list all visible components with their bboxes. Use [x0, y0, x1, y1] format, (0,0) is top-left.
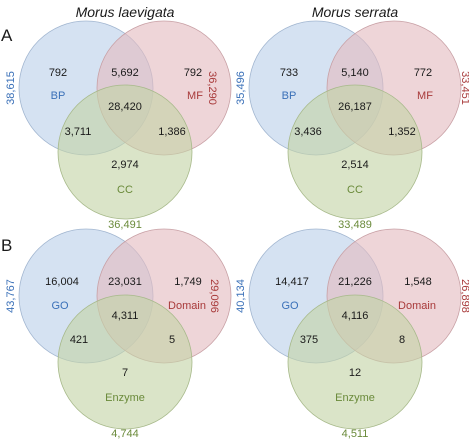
panel-label-b: B — [1, 236, 12, 255]
total-bp: 35,496 — [235, 71, 247, 105]
set-label-cc: CC — [347, 184, 363, 196]
region-domain-only: 1,749 — [174, 276, 202, 288]
set-label-bp: BP — [282, 90, 297, 102]
total-cc: 33,489 — [338, 219, 372, 231]
total-domain: 29,096 — [208, 279, 220, 313]
region-all: 4,311 — [112, 310, 139, 322]
region-bp-only: 792 — [49, 67, 67, 79]
region-all: 26,187 — [338, 101, 372, 113]
total-enzyme: 4,744 — [111, 428, 139, 440]
total-mf: 36,290 — [206, 71, 218, 105]
panel-label-a: A — [1, 26, 13, 45]
region-go-only: 14,417 — [275, 276, 309, 288]
region-enzyme-only: 7 — [122, 367, 128, 379]
region-go-only: 16,004 — [45, 276, 79, 288]
region-mf-cc: 1,352 — [388, 126, 416, 138]
set-label-mf: MF — [417, 90, 433, 102]
set-label-domain: Domain — [168, 300, 206, 312]
total-enzyme: 4,511 — [342, 428, 369, 440]
region-enzyme-only: 12 — [349, 367, 361, 379]
set-label-bp: BP — [51, 90, 66, 102]
region-go-domain: 21,226 — [338, 276, 372, 288]
venn-b-right: 14,417 21,226 1,548 GO Domain 4,116 375 … — [235, 228, 469, 440]
species-title-left: Morus laevigata — [76, 4, 175, 20]
species-title-right: Morus serrata — [312, 4, 399, 20]
region-cc-only: 2,514 — [341, 159, 369, 171]
set-label-domain: Domain — [398, 300, 436, 312]
region-domain-enzyme: 5 — [169, 334, 175, 346]
venn-a-right: 733 5,140 772 BP MF 26,187 3,436 1,352 2… — [235, 20, 469, 231]
venn-b-left: 16,004 23,031 1,749 GO Domain 4,311 421 … — [5, 228, 232, 440]
region-bp-mf: 5,692 — [111, 67, 139, 79]
total-go: 40,134 — [235, 279, 247, 313]
region-domain-enzyme: 8 — [399, 334, 405, 346]
region-go-enzyme: 421 — [70, 334, 88, 346]
circle-enzyme — [57, 294, 193, 430]
venn-a-left: 792 5,692 792 BP MF 28,420 3,711 1,386 2… — [5, 20, 232, 231]
set-label-go: GO — [281, 300, 299, 312]
region-all: 4,116 — [342, 310, 369, 322]
circle-enzyme — [287, 294, 423, 430]
circle-cc — [57, 84, 193, 220]
set-label-mf: MF — [187, 90, 203, 102]
total-go: 43,767 — [5, 279, 17, 313]
region-all: 28,420 — [108, 101, 142, 113]
set-label-go: GO — [51, 300, 69, 312]
total-domain: 26,898 — [459, 279, 469, 313]
region-bp-only: 733 — [280, 67, 298, 79]
total-mf: 33,451 — [459, 71, 469, 105]
region-bp-cc: 3,711 — [65, 126, 92, 138]
region-go-domain: 23,031 — [108, 276, 142, 288]
region-cc-only: 2,974 — [111, 159, 139, 171]
set-label-enzyme: Enzyme — [335, 392, 375, 404]
region-mf-only: 792 — [184, 67, 202, 79]
set-label-cc: CC — [117, 184, 133, 196]
region-mf-only: 772 — [414, 67, 432, 79]
region-domain-only: 1,548 — [404, 276, 432, 288]
region-go-enzyme: 375 — [300, 334, 318, 346]
region-bp-cc: 3,436 — [294, 126, 322, 138]
total-cc: 36,491 — [108, 219, 142, 231]
region-mf-cc: 1,386 — [158, 126, 186, 138]
total-bp: 38,615 — [5, 71, 17, 105]
circle-cc — [287, 84, 423, 220]
set-label-enzyme: Enzyme — [105, 392, 145, 404]
region-bp-mf: 5,140 — [341, 67, 369, 79]
